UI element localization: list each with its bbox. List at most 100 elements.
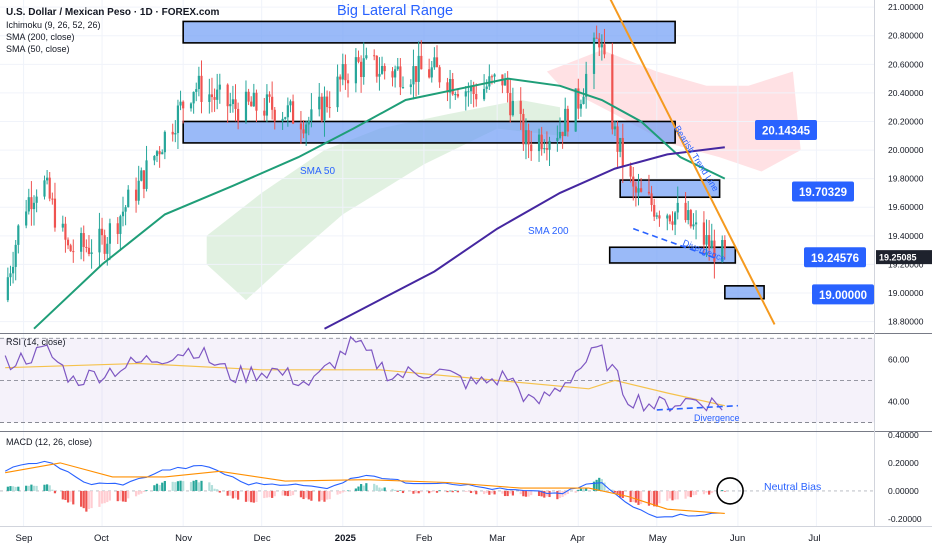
rsi-tick-label: 40.00 — [888, 396, 910, 406]
macd-histogram-bar — [634, 490, 637, 503]
macd-histogram-bar — [354, 488, 357, 491]
macd-histogram-bar — [527, 490, 530, 497]
price-tick-label: 20.60000 — [888, 59, 924, 69]
candle — [668, 214, 671, 225]
candle — [446, 77, 449, 102]
macd-histogram-bar — [619, 490, 622, 498]
candle — [161, 149, 164, 155]
macd-histogram-bar — [414, 490, 418, 494]
macd-histogram-bar — [375, 485, 378, 491]
ichimoku-cloud-bullish — [206, 100, 560, 301]
rsi-panel — [0, 335, 874, 423]
macd-histogram-bar — [430, 490, 433, 493]
macd-tick-label: 0.20000 — [888, 458, 919, 468]
candle — [244, 80, 248, 124]
macd-histogram-bar — [519, 490, 522, 495]
candle — [250, 96, 253, 107]
macd-histogram-bar — [64, 490, 67, 500]
macd-histogram-bar — [448, 490, 452, 492]
candle — [391, 67, 394, 87]
macd-histogram-bar — [537, 490, 541, 496]
price-level-tag — [755, 120, 817, 141]
macd-histogram-bar — [428, 490, 431, 494]
candle — [210, 77, 214, 113]
candle — [380, 56, 384, 75]
macd-histogram-bar — [237, 490, 240, 500]
macd-histogram-bar — [268, 490, 271, 498]
macd-histogram-bar — [666, 490, 669, 501]
legend-sma-50: SMA (50, close) — [6, 44, 70, 54]
sma-50-label: SMA 50 — [300, 166, 335, 177]
macd-histogram-bar — [234, 490, 237, 498]
candle — [723, 235, 726, 260]
candle — [307, 116, 310, 136]
sma-200-label: SMA 200 — [528, 226, 569, 237]
candle — [158, 146, 161, 168]
candle — [428, 58, 431, 79]
candle — [632, 167, 635, 201]
macd-histogram-bar — [598, 477, 601, 491]
macd-histogram-bar — [255, 490, 258, 503]
macd-histogram-bar — [218, 490, 221, 493]
candle — [192, 91, 195, 114]
candle — [263, 97, 266, 121]
candle — [566, 105, 569, 137]
candle — [483, 74, 486, 102]
macd-histogram-bar — [446, 490, 449, 493]
candle — [103, 229, 106, 260]
candle — [121, 196, 125, 227]
candle — [286, 97, 289, 127]
macd-histogram-bar — [574, 490, 577, 493]
macd-histogram-bar — [27, 485, 30, 491]
macd-histogram-bar — [451, 490, 454, 493]
macd-histogram-bar — [142, 490, 146, 493]
candle — [537, 128, 541, 162]
macd-histogram-bar — [339, 490, 342, 494]
macd-histogram-bar — [307, 490, 310, 500]
candle — [268, 91, 271, 103]
macd-histogram-bar — [252, 490, 255, 503]
macd-histogram-bar — [46, 484, 49, 491]
macd-histogram-bar — [341, 490, 344, 493]
candle — [216, 73, 219, 110]
rsi-divergence-line — [656, 404, 738, 411]
candle — [145, 145, 148, 192]
candle — [291, 94, 295, 125]
macd-histogram-bar — [566, 490, 569, 494]
macd-histogram-bar — [61, 490, 64, 500]
macd-tick-label: 0.40000 — [888, 430, 919, 440]
candle — [325, 90, 329, 113]
candle — [564, 97, 567, 137]
price-tick-label: 19.00000 — [888, 288, 924, 298]
candle — [592, 32, 596, 90]
price-tick-label: 18.80000 — [888, 317, 924, 327]
macd-histogram-bar — [286, 490, 289, 497]
rsi-line — [4, 335, 723, 413]
macd-histogram-bar — [197, 482, 200, 491]
candle — [237, 102, 240, 130]
time-tick-label: Sep — [16, 533, 33, 544]
candle — [299, 111, 303, 144]
macd-histogram-bar — [17, 486, 20, 491]
macd-histogram-bar — [674, 490, 677, 500]
candle — [603, 28, 606, 59]
macd-histogram-bar — [383, 487, 386, 491]
candle — [399, 58, 402, 96]
candle — [558, 117, 562, 140]
macd-histogram-bar — [417, 490, 420, 494]
macd-histogram-bar — [336, 490, 339, 495]
price-tick-label: 20.00000 — [888, 145, 924, 155]
candle — [69, 243, 72, 252]
candle — [692, 213, 695, 230]
macd-histogram-bar — [640, 490, 643, 505]
macd-histogram-bar — [579, 488, 583, 491]
macd-histogram-bar — [611, 489, 614, 491]
candle — [32, 195, 36, 226]
macd-histogram-bar — [30, 484, 33, 491]
candle — [284, 116, 287, 120]
candle — [179, 90, 182, 111]
candle — [640, 178, 643, 193]
legend-ichimoku: Ichimoku (9, 26, 52, 26) — [6, 20, 101, 30]
candle — [200, 60, 203, 114]
price-axis: 21.00000 20.80000 20.60000 20.40000 20.20000… — [16, 0, 932, 544]
